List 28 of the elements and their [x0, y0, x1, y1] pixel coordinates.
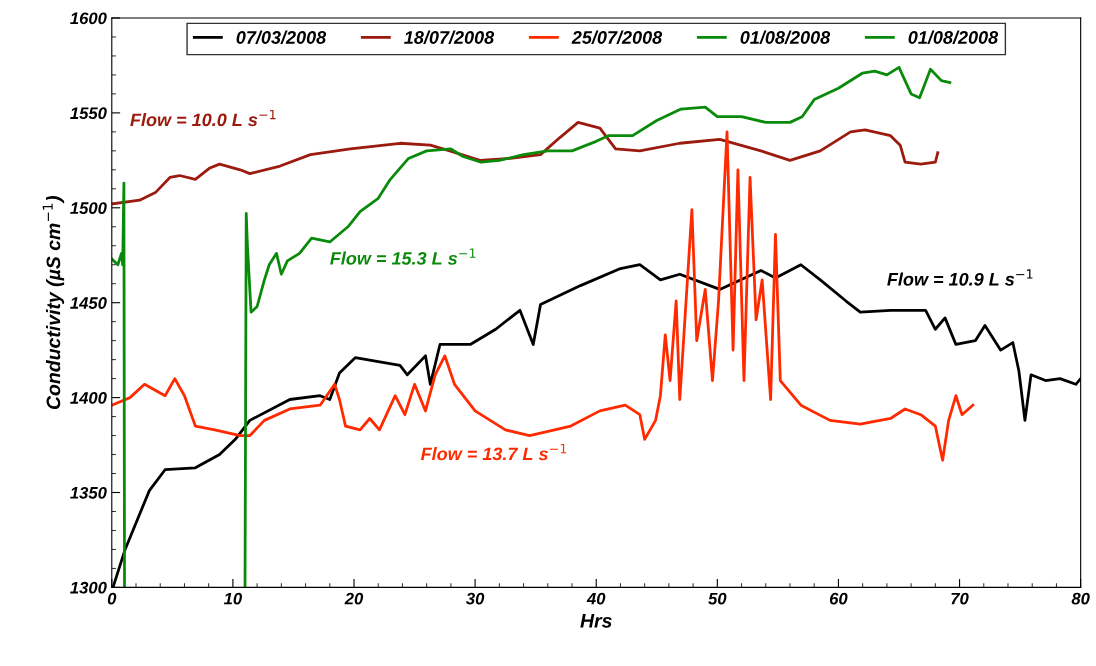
- x-tick-label: 20: [344, 592, 364, 605]
- x-tick-label: 10: [223, 592, 243, 605]
- y-tick-label: 1600: [70, 12, 107, 25]
- legend-label: 01/08/2008: [908, 30, 999, 45]
- x-axis-title: Hrs: [580, 614, 612, 628]
- legend-label: 07/03/2008: [236, 30, 327, 45]
- y-tick-label: 1450: [70, 297, 107, 309]
- x-tick-label: 60: [829, 592, 848, 605]
- x-tick-label: 0: [107, 592, 117, 605]
- x-tick-label: 40: [586, 592, 606, 605]
- y-tick-label: 1400: [70, 392, 107, 404]
- y-tick-label: 1550: [70, 107, 107, 120]
- annotation: Flow = 13.7 L s$^{−1}$: [420, 443, 567, 461]
- annotation: Flow = 15.3 L s$^{−1}$: [330, 248, 476, 265]
- annotation: Flow = 10.9 L s$^{−1}$: [887, 269, 1033, 286]
- legend-label: 18/07/2008: [404, 30, 495, 45]
- line-series: [111, 181, 126, 588]
- y-tick-label: 1500: [70, 202, 107, 214]
- x-tick-label: 30: [465, 592, 485, 605]
- y-axis-title: Conductivity (µS cm$^{−1}$): [42, 196, 65, 410]
- annotation: Flow = 10.0 L s$^{−1}$: [130, 109, 276, 127]
- legend-label: 25/07/2008: [571, 30, 663, 45]
- x-tick-label: 70: [951, 592, 969, 605]
- y-tick-label: 1350: [70, 486, 107, 499]
- x-tick-label: 80: [1071, 592, 1090, 605]
- x-tick-label: 50: [708, 592, 727, 605]
- y-tick-label: 1300: [70, 581, 107, 594]
- legend-label: 01/08/2008: [740, 30, 831, 45]
